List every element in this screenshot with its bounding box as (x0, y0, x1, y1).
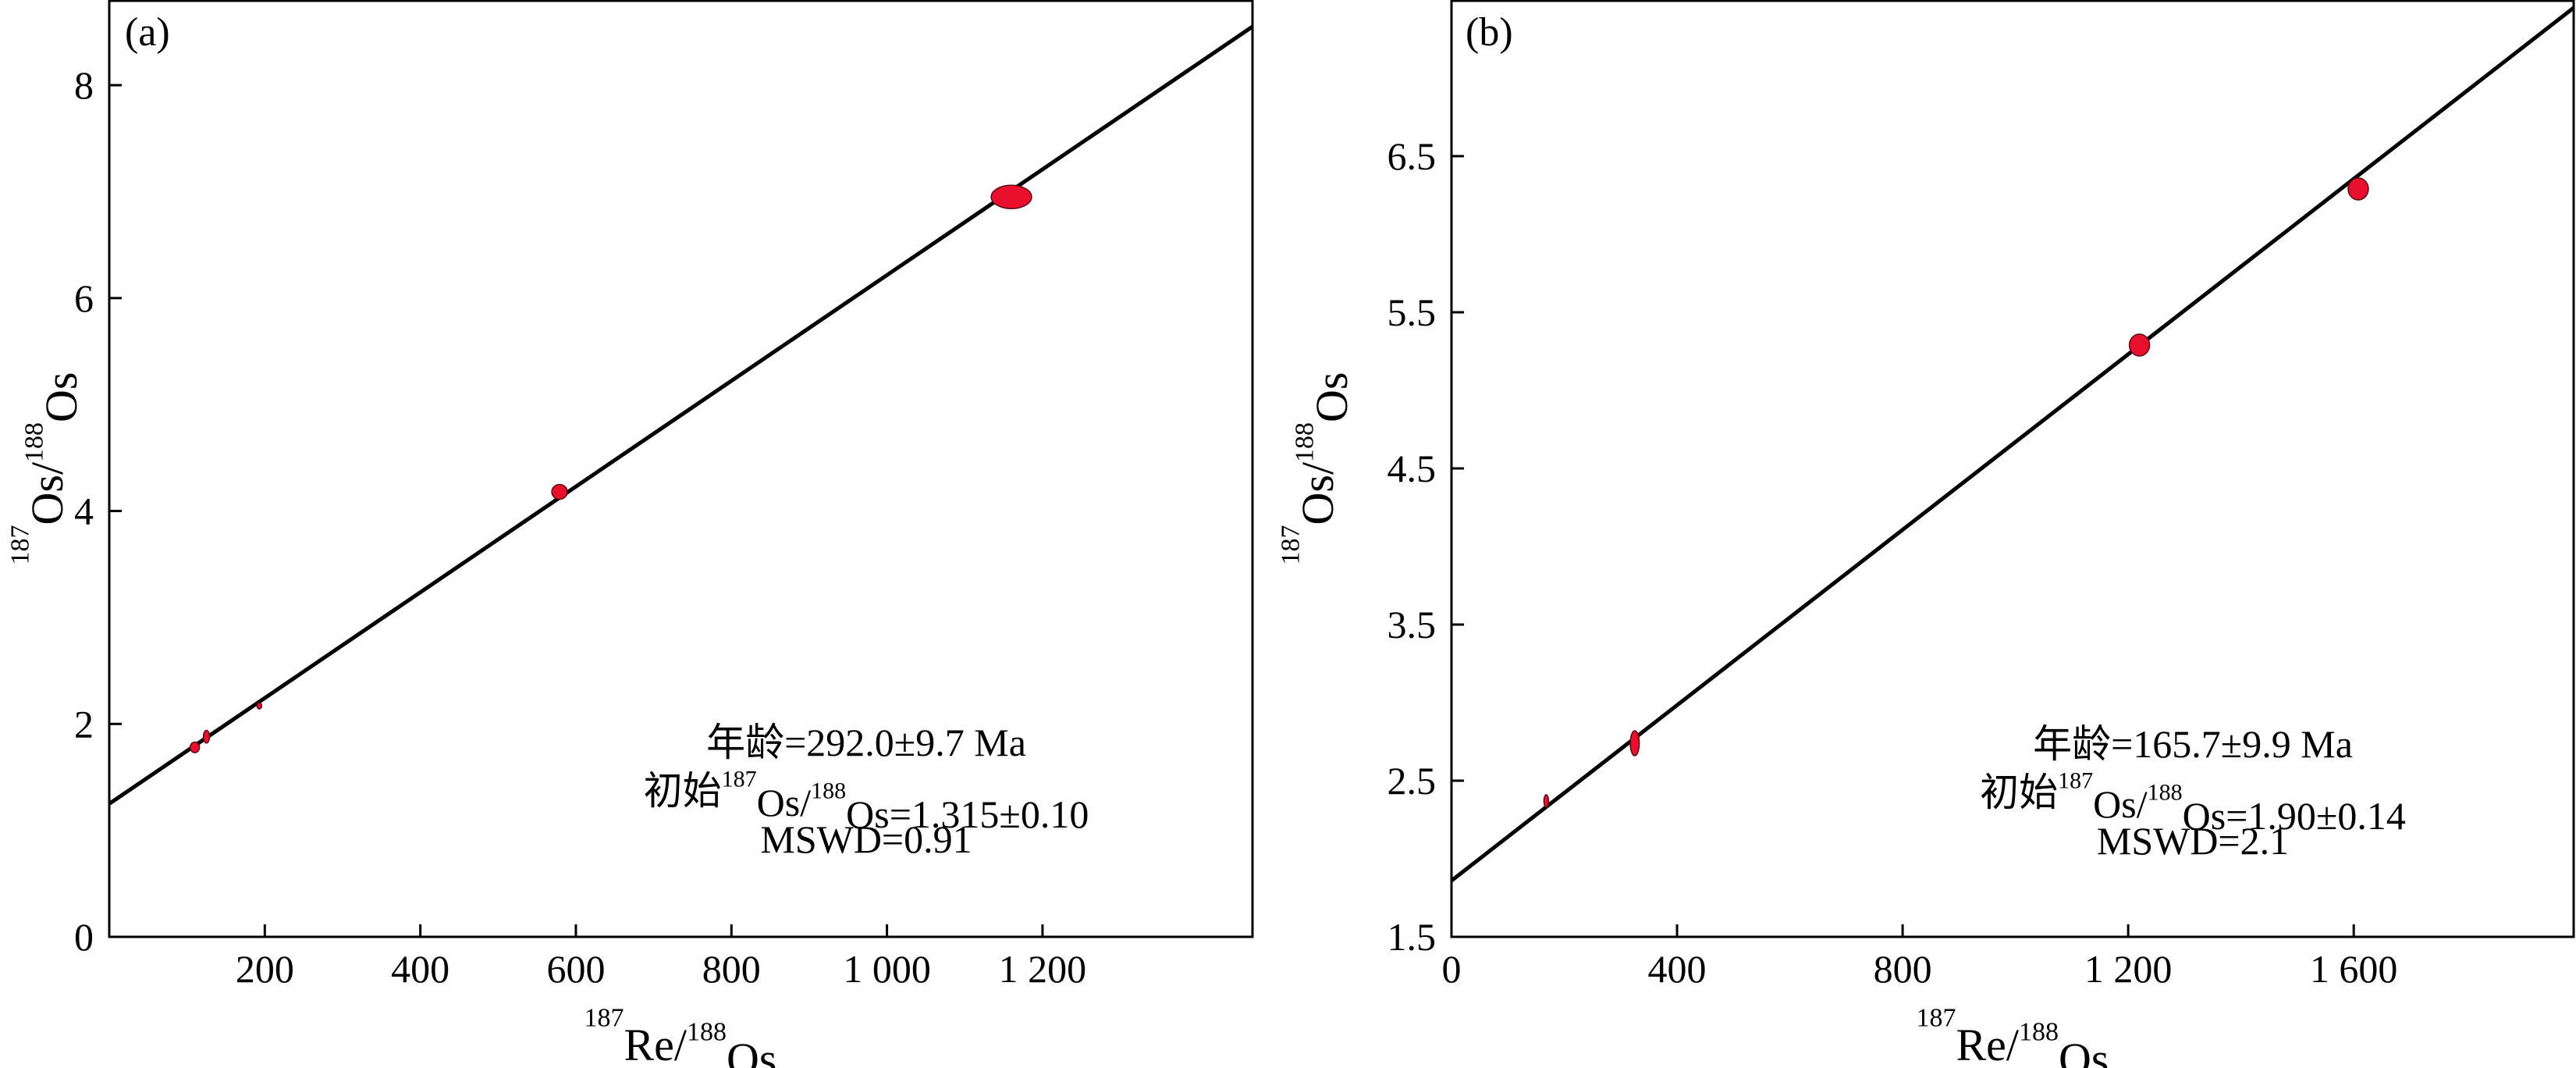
data-point (990, 184, 1032, 210)
data-point (189, 741, 201, 753)
initial-ratio-annotation: 初始187Os/188Os=1.90±0.14 (1980, 768, 2406, 838)
panel-label: (a) (125, 10, 170, 55)
y-tick-label: 2.5 (1387, 759, 1437, 803)
x-axis-title-part: Os (727, 1034, 776, 1068)
data-point (2347, 177, 2369, 201)
initial-ratio-annotation-part: 187 (722, 767, 757, 792)
y-axis-title-part: Os (36, 372, 87, 422)
y-axis-title-part: Os/ (1292, 461, 1343, 525)
y-axis-title-part: 188 (1291, 422, 1320, 462)
x-tick-label: 800 (702, 947, 761, 991)
y-tick-label: 1.5 (1387, 915, 1437, 959)
x-tick-label: 1 600 (2310, 947, 2398, 991)
initial-ratio-annotation-part: Os/ (757, 781, 812, 824)
age-annotation: 年龄=292.0±9.7 Ma (706, 721, 1026, 764)
data-point (551, 483, 568, 500)
y-axis-title-part: Os (1306, 372, 1357, 422)
y-tick-label: 4 (74, 490, 94, 533)
x-axis-title-part: 188 (2019, 1018, 2059, 1047)
initial-ratio-annotation: 初始187Os/188Os=1.315±0.10 (644, 767, 1089, 837)
y-axis-title-part: 187 (6, 525, 35, 565)
x-tick-label: 1 000 (843, 947, 931, 991)
y-tick-label: 6.5 (1387, 134, 1437, 178)
x-tick-label: 0 (1442, 947, 1462, 991)
x-tick-label: 200 (236, 947, 294, 991)
panel-a: 200 400 600 800 1 000 1 20002468(a)187Re/188O… (6, 0, 1254, 1068)
y-axis-title-part: 188 (20, 422, 49, 462)
y-axis-title-part: Os/ (22, 461, 73, 525)
x-axis-title: 187Re/188Os (584, 1004, 776, 1068)
data-point (256, 702, 263, 710)
data-point (1629, 730, 1640, 756)
x-tick-label: 400 (391, 947, 449, 991)
y-axis-title-part: 187 (1277, 525, 1306, 565)
mswd-annotation: MSWD=0.91 (760, 817, 972, 861)
age-annotation: 年龄=165.7±9.9 Ma (2033, 722, 2353, 766)
x-tick-label: 600 (546, 947, 605, 991)
x-tick-label: 1 200 (2084, 947, 2173, 991)
isochron-line (1451, 6, 2574, 882)
x-axis-title-part: 187 (1916, 1004, 1956, 1033)
y-axis-title: 187Os/188Os (6, 372, 87, 564)
data-point (1543, 794, 1550, 808)
panel-label: (b) (1466, 10, 1513, 55)
x-axis-title: 187Re/188Os (1916, 1004, 2109, 1068)
x-axis-title-part: 188 (687, 1018, 727, 1047)
initial-ratio-annotation-part: 188 (811, 778, 846, 804)
y-tick-label: 8 (74, 63, 94, 107)
initial-ratio-annotation-part: 初始 (1980, 771, 2058, 814)
mswd-annotation: MSWD=2.1 (2097, 819, 2289, 863)
isochron-line (109, 25, 1252, 806)
y-tick-label: 6 (74, 276, 94, 320)
initial-ratio-annotation-part: Os=1.315±0.10 (846, 792, 1089, 836)
plot-frame (108, 0, 1254, 938)
x-axis-title-part: Re/ (624, 1020, 687, 1068)
initial-ratio-annotation-part: Os/ (2093, 782, 2148, 826)
x-tick-label: 800 (1874, 947, 1932, 991)
initial-ratio-annotation-part: 初始 (644, 769, 722, 813)
x-axis-title-part: Os (2059, 1034, 2109, 1068)
y-tick-label: 5.5 (1387, 290, 1437, 334)
y-axis-title: 187Os/188Os (1277, 372, 1358, 564)
data-point (202, 729, 211, 744)
panel-b: 0 400 800 1 200 1 600 1.5 2.5 3.5 4.5 5.5 6.5 (b) 18… (1277, 0, 2575, 1068)
initial-ratio-annotation-part: 187 (2058, 768, 2093, 794)
initial-ratio-annotation-part: Os=1.90±0.14 (2183, 794, 2406, 838)
x-axis-title-part: Re/ (1956, 1020, 2019, 1068)
x-axis-title-part: 187 (584, 1004, 624, 1033)
data-point (2128, 333, 2151, 357)
x-tick-label: 400 (1648, 947, 1707, 991)
y-tick-label: 4.5 (1387, 447, 1437, 490)
x-tick-label: 1 200 (999, 947, 1087, 991)
y-tick-label: 0 (74, 915, 94, 959)
y-tick-label: 3.5 (1387, 603, 1437, 646)
initial-ratio-annotation-part: 188 (2148, 780, 2183, 806)
y-tick-label: 2 (74, 702, 94, 746)
